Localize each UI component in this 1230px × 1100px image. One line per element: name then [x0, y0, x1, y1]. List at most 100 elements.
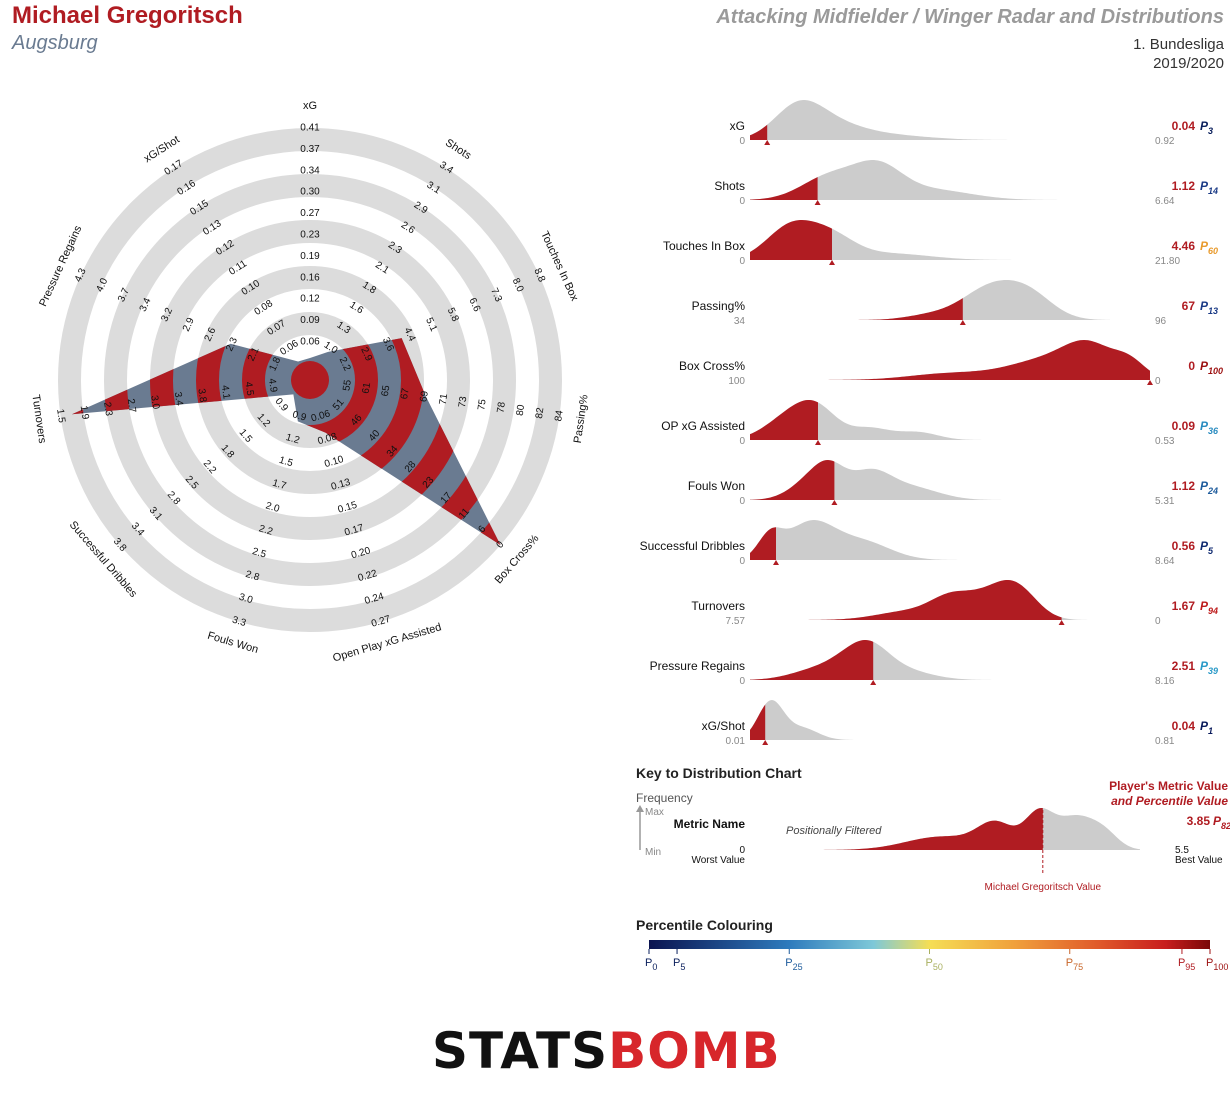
dist-area-player	[750, 400, 818, 440]
radar-tick-label: 0.34	[300, 165, 320, 176]
key-arrow-icon	[636, 805, 644, 812]
dist-area-player	[750, 640, 874, 680]
key-frequency-label: Frequency	[636, 791, 693, 805]
dist-percentile: P13	[1200, 299, 1218, 316]
radar-tick-label: 3.6	[380, 336, 396, 354]
radar-tick-label: 0.19	[300, 251, 320, 262]
dist-area-grey	[750, 100, 1110, 140]
dist-area-player	[750, 220, 832, 260]
key-worst-value: Worst Value	[691, 855, 745, 866]
radar-tick-label: 8.8	[531, 267, 547, 285]
dist-max-value: 0.53	[1155, 436, 1175, 447]
percentile-tick-value: 5	[680, 962, 685, 972]
radar-tick-label: 0.12	[300, 294, 320, 305]
radar-tick-label: 0.08	[317, 431, 339, 447]
dist-min-value: 7.57	[726, 616, 746, 627]
dist-area-grey	[750, 460, 1090, 500]
team-name: Augsburg	[12, 32, 98, 54]
dist-max-value: 8.16	[1155, 676, 1175, 687]
radar-tick-label: 0.06	[310, 408, 332, 424]
radar-tick-label: 71	[438, 393, 451, 406]
radar-tick-label: 65	[380, 384, 393, 397]
key-player-metric-line1: Player's Metric Value	[1109, 780, 1228, 793]
dist-player-value: 0.04	[1172, 719, 1196, 733]
dist-percentile-value: 13	[1208, 306, 1218, 316]
dist-area-player	[750, 177, 818, 200]
radar-tick-label: 61	[361, 381, 374, 394]
dist-percentile-value: 1	[1208, 726, 1213, 736]
dist-area-grey	[846, 280, 1110, 320]
dist-area-grey	[750, 160, 1094, 200]
dist-marker	[764, 140, 771, 145]
dist-percentile: P14	[1200, 179, 1218, 196]
radar-tick-label: 0.24	[363, 591, 385, 607]
radar-tick-label: 2.0	[264, 500, 281, 515]
dist-percentile-value: 24	[1207, 486, 1218, 496]
percentile-title: Percentile Colouring	[636, 917, 773, 933]
radar-tick-label: 4.4	[402, 326, 418, 344]
radar-tick-label: 2.7	[125, 398, 138, 414]
percentile-tick-label: P5	[673, 957, 685, 972]
radar-tick-label: 3.4	[172, 391, 185, 407]
percentile-tick-value: 50	[933, 962, 943, 972]
radar-tick-label: 0	[494, 539, 506, 551]
dist-player-value: 0.04	[1172, 119, 1196, 133]
radar-player-shape	[71, 338, 501, 546]
dist-area-player	[750, 124, 768, 140]
dist-min-value: 0	[739, 676, 745, 687]
radar-tick-label: 4.3	[73, 266, 89, 284]
radar-tick-label: 55	[341, 379, 354, 392]
dist-marker	[831, 500, 838, 505]
dist-percentile: P94	[1200, 599, 1218, 616]
dist-percentile: P39	[1200, 659, 1218, 676]
radar-tick-label: 0.10	[323, 454, 345, 470]
radar-metric-label: Turnovers	[29, 394, 48, 445]
dist-percentile: P24	[1200, 479, 1218, 496]
dist-percentile-value: 36	[1208, 426, 1219, 436]
radar-tick-label: 4.0	[95, 276, 111, 294]
radar-tick-label: 67	[399, 387, 412, 400]
radar-tick-label: 0.27	[370, 614, 392, 630]
radar-tick-label: 73	[457, 395, 470, 408]
dist-percentile: P100	[1200, 359, 1223, 376]
dist-max-value: 0	[1155, 616, 1161, 627]
dist-metric-name: OP xG Assisted	[661, 419, 745, 433]
chart-title: Attacking Midfielder / Winger Radar and …	[716, 6, 1224, 28]
dist-player-value: 0.56	[1172, 539, 1196, 553]
radar-tick-label: 3.3	[231, 615, 248, 630]
key-example-percentile: P82	[1213, 814, 1230, 831]
percentile-tick-value: 95	[1185, 962, 1195, 972]
dist-percentile-value: 94	[1208, 606, 1218, 616]
dist-metric-name: xG	[730, 119, 745, 133]
dist-player-value: 67	[1182, 299, 1196, 313]
dist-max-value: 0.92	[1155, 136, 1175, 147]
radar-metric-label: Shots	[443, 137, 474, 163]
dist-percentile: P3	[1200, 119, 1213, 136]
radar-tick-label: 2.9	[181, 316, 197, 334]
dist-area-grey	[750, 700, 854, 740]
radar-tick-label: 5.1	[423, 316, 439, 334]
radar-metric-label: Passing%	[572, 394, 591, 444]
dist-marker	[829, 260, 835, 265]
dist-player-value: 1.12	[1172, 179, 1196, 193]
percentile-tick-value: 100	[1213, 962, 1228, 972]
dist-metric-name: Box Cross%	[679, 359, 745, 373]
dist-player-value: 1.67	[1172, 599, 1196, 613]
key-area-player	[780, 808, 1043, 850]
statsbomb-logo: STATSBOMB	[432, 1022, 781, 1080]
dist-area-player	[750, 704, 766, 740]
radar-tick-label: 0.41	[300, 123, 320, 134]
dist-player-value: 0.09	[1172, 419, 1196, 433]
dist-percentile-value: 3	[1208, 126, 1213, 136]
radar-tick-label: 0.23	[300, 230, 320, 241]
radar-tick-label: 0.22	[357, 568, 379, 584]
radar-tick-label: 1.2	[284, 432, 301, 447]
radar-tick-label: 0.20	[350, 545, 372, 561]
radar-tick-label: 2.6	[203, 326, 219, 344]
dist-marker	[773, 560, 779, 565]
radar-tick-label: 2.2	[337, 356, 353, 374]
dist-percentile: P60	[1200, 239, 1218, 256]
dist-area-grey	[750, 220, 1082, 260]
dist-player-value: 2.51	[1172, 659, 1196, 673]
radar-tick-label: 2.8	[244, 569, 261, 584]
